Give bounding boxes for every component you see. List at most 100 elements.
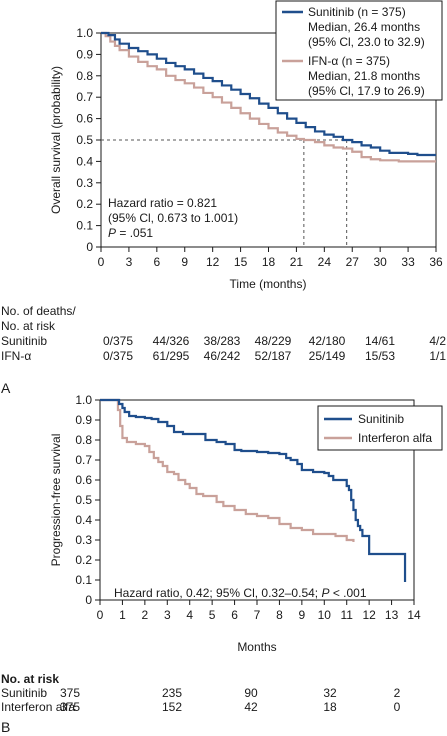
panel-b-y-axis-label: Progression-free survival (49, 434, 63, 567)
panel-b-hazard-ratio-annotation: Hazard ratio, 0.42; 95% Cl, 0.32–0.54; P… (114, 586, 367, 600)
x-tick-label: 9 (181, 255, 188, 269)
x-tick-label: 18 (262, 255, 276, 269)
risk-table-value: 32 (323, 686, 337, 700)
panel-a-legend-sunitinib-line-3: (95% Cl, 23.0 to 32.9) (308, 35, 425, 49)
panel-b-risk-row-label-sunitinib: Sunitinib (1, 686, 47, 700)
panel-a-survival-curves (101, 31, 436, 163)
risk-table-value: 52/187 (255, 349, 292, 363)
panel-b-risk-row-label-interferon: Interferon alfa (1, 700, 75, 714)
y-tick-label: 0 (85, 593, 92, 607)
panel-a-risk-header-1: No. of deaths/ (1, 304, 76, 318)
y-tick-label: 0.1 (75, 573, 92, 587)
panel-b-legend-box (317, 405, 443, 451)
panel-a-legend-ifn-line-3: (95% Cl, 17.9 to 26.9) (308, 84, 425, 98)
x-tick-label: 24 (318, 255, 332, 269)
x-tick-label: 5 (209, 608, 216, 622)
survival-curve-comparator (100, 398, 355, 542)
risk-table-value: 4/2 (429, 334, 446, 348)
risk-table-value: 44/326 (153, 334, 190, 348)
panel-b-p-label: P (321, 586, 329, 600)
panel-a-legend-sunitinib-line-2: Median, 26.4 months (308, 20, 420, 34)
y-tick-label: 0.4 (75, 513, 92, 527)
risk-table-value: 1/1 (429, 349, 446, 363)
x-tick-label: 3 (164, 608, 171, 622)
risk-table-value: 48/229 (255, 334, 292, 348)
x-tick-label: 15 (234, 255, 248, 269)
x-tick-label: 21 (290, 255, 304, 269)
x-tick-label: 3 (126, 255, 133, 269)
y-tick-label: 0.6 (76, 112, 93, 126)
panel-a-x-axis: 0 3 6 9 12 15 18 21 24 27 30 33 36 (98, 247, 443, 269)
panel-a-risk-header-2: No. at risk (1, 319, 56, 333)
risk-table-value: 38/283 (204, 334, 241, 348)
panel-a-legend: Sunitinib (n = 375) Median, 26.4 months … (275, 0, 443, 101)
survival-curve-sunitinib (101, 31, 436, 157)
y-tick-label: 1.0 (75, 393, 92, 407)
panel-b-risk-header: No. at risk (1, 672, 59, 686)
panel-a-p-label: P (108, 226, 116, 240)
x-tick-label: 11 (340, 608, 353, 622)
panel-b-y-axis: 0 0.1 0.2 0.3 0.4 0.5 0.6 0.7 0.8 0.9 1.0 (75, 393, 100, 607)
x-tick-label: 30 (373, 255, 387, 269)
x-tick-label: 12 (362, 608, 376, 622)
panel-a-hazard-ratio-annotation: Hazard ratio = 0.821 (95% Cl, 0.673 to 1… (108, 196, 238, 240)
panel-a-x-axis-label: Time (months) (230, 277, 307, 291)
x-tick-label: 8 (276, 608, 283, 622)
risk-table-value: 0/375 (103, 334, 133, 348)
y-tick-label: 0.3 (75, 533, 92, 547)
panel-b-letter: B (1, 719, 10, 735)
panel-b-legend-interferon: Interferon alfa (358, 431, 432, 445)
panel-a-legend-ifn-line-1: IFN-α (n = 375) (308, 54, 390, 68)
panel-a-legend-sunitinib-line-1: Sunitinib (n = 375) (308, 5, 406, 19)
risk-table-value: 42/180 (309, 334, 346, 348)
x-tick-label: 36 (429, 255, 443, 269)
risk-table-value: 61/295 (153, 349, 190, 363)
x-tick-label: 0 (98, 255, 105, 269)
y-tick-label: 0.2 (75, 553, 92, 567)
panel-a-risk-row-label-ifn: IFN-α (1, 349, 31, 363)
y-tick-label: 0.1 (76, 219, 93, 233)
y-tick-label: 0.9 (76, 47, 93, 61)
risk-table-value: 2 (394, 686, 401, 700)
risk-table-value: 46/242 (204, 349, 241, 363)
panel-a-p-value: P = .051 (108, 226, 153, 240)
panel-a-risk-row-label-sunitinib: Sunitinib (1, 334, 47, 348)
risk-table-value: 0/375 (103, 349, 133, 363)
x-tick-label: 7 (254, 608, 261, 622)
x-tick-label: 6 (153, 255, 160, 269)
x-tick-label: 12 (206, 255, 220, 269)
risk-table-value: 14/61 (365, 334, 395, 348)
survival-curve-comparator (101, 31, 436, 163)
risk-table-value: 25/149 (309, 349, 346, 363)
panel-a-y-axis-label: Overall survival (probability) (49, 66, 63, 214)
x-tick-label: 14 (407, 608, 421, 622)
y-tick-label: 0.7 (76, 90, 93, 104)
y-tick-label: 0.3 (76, 176, 93, 190)
risk-table-value: 90 (244, 686, 258, 700)
x-tick-label: 1 (119, 608, 126, 622)
risk-table-value: 42 (244, 700, 258, 714)
x-tick-label: 2 (142, 608, 149, 622)
y-tick-label: 1.0 (76, 26, 93, 40)
y-tick-label: 0.6 (75, 473, 92, 487)
panel-a-hazard-ratio-line-1: Hazard ratio = 0.821 (108, 196, 217, 210)
x-tick-label: 6 (231, 608, 238, 622)
risk-table-value: 375 (60, 686, 80, 700)
panel-b-hazard-ratio-text: Hazard ratio, 0.42; 95% Cl, 0.32–0.54; (114, 586, 321, 600)
panel-b-risk-values: 375 235 90 32 2 375 152 42 18 0 (60, 686, 401, 714)
risk-table-value: 152 (162, 700, 182, 714)
y-tick-label: 0.2 (76, 197, 93, 211)
risk-table-value: 18 (323, 700, 337, 714)
panel-b-survival-curves (100, 398, 407, 582)
panel-b-p-number: < .001 (329, 586, 366, 600)
panel-a-y-axis: 0 0.1 0.2 0.3 0.4 0.5 0.6 0.7 0.8 0.9 1.0 (76, 26, 101, 254)
x-tick-label: 4 (186, 608, 193, 622)
risk-table-value: 235 (162, 686, 182, 700)
x-tick-label: 33 (401, 255, 415, 269)
survival-curve-sunitinib (100, 398, 407, 582)
panel-b-legend: Sunitinib Interferon alfa (317, 405, 443, 451)
panel-b-x-axis: 0 1 2 3 4 5 6 7 8 9 10 11 12 13 14 (97, 600, 421, 622)
x-tick-label: 9 (299, 608, 306, 622)
